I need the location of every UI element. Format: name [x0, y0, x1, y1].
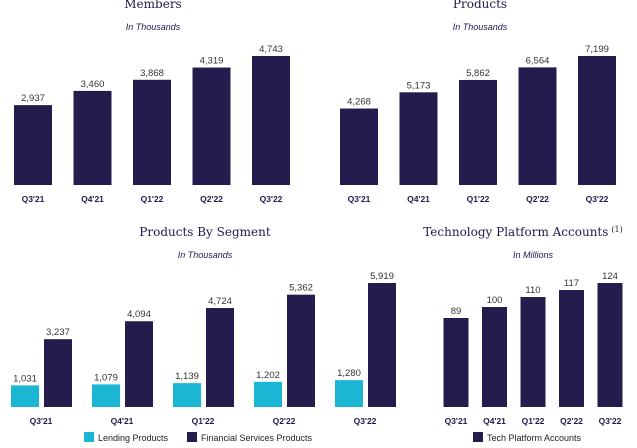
segment-bar-financial-services-products-q4-21	[125, 321, 153, 407]
segment-value-label-lending-products-q2-22: 1,202	[256, 370, 280, 381]
members-value-label-q4-21: 3,460	[81, 79, 105, 90]
segment-bar-financial-services-products-q3-21	[44, 339, 72, 407]
tech-chart-title-text: Technology Platform Accounts	[423, 225, 608, 239]
segment-value-label-financial-services-products-q1-22: 4,724	[208, 296, 232, 307]
tech-category-label-q4-21: Q4'21	[483, 416, 506, 426]
tech-value-label-q3-22: 124	[602, 271, 618, 282]
products-bar-q3-22	[578, 56, 616, 185]
tech-bar-q3-22	[597, 283, 623, 407]
members-category-label-q3-22: Q3'22	[260, 194, 283, 204]
tech-value-label-q2-22: 117	[564, 278, 579, 289]
segment-bar-lending-products-q2-22	[254, 381, 282, 407]
tech-category-label-q2-22: Q2'22	[560, 416, 583, 426]
members-bar-q1-22	[133, 79, 171, 185]
tech-category-label-q3-21: Q3'21	[445, 416, 468, 426]
segment-bar-lending-products-q1-22	[173, 383, 201, 407]
segment-value-label-financial-services-products-q4-21: 4,094	[127, 309, 151, 320]
segment-value-label-lending-products-q3-21: 1,031	[13, 373, 37, 384]
segment-value-label-lending-products-q4-21: 1,079	[94, 372, 118, 383]
tech-bar-q2-22	[559, 290, 584, 407]
members-value-label-q3-21: 2,937	[21, 93, 45, 104]
legend-label-tech-platform: Tech Platform Accounts	[487, 433, 582, 443]
segment-category-label-q3-21: Q3'21	[30, 416, 53, 426]
tech-bar-q4-21	[482, 307, 507, 407]
tech-chart-subtitle: In Millions	[513, 250, 554, 260]
segment-bar-lending-products-q3-21	[11, 385, 39, 407]
members-category-label-q1-22: Q1'22	[141, 194, 164, 204]
members-value-label-q2-22: 4,319	[200, 56, 224, 67]
segment-bar-financial-services-products-q1-22	[206, 308, 234, 407]
tech-chart-title: Technology Platform Accounts (1)	[423, 225, 623, 239]
products-value-label-q1-22: 5,862	[466, 68, 490, 79]
segment-category-label-q2-22: Q2'22	[273, 416, 296, 426]
legend-swatch-tech-platform	[473, 432, 483, 442]
segment-value-label-financial-services-products-q3-22: 5,919	[370, 271, 394, 282]
products-bar-q1-22	[459, 79, 497, 185]
products-category-label-q3-21: Q3'21	[348, 194, 371, 204]
tech-chart-title-footnote: (1)	[611, 225, 622, 234]
members-chart-title: Members	[124, 0, 181, 11]
members-category-label-q4-21: Q4'21	[81, 194, 104, 204]
segment-chart-title: Products By Segment	[139, 225, 271, 239]
tech-bar-q1-22	[520, 297, 546, 407]
members-chart: 2,937 Q3'21 3,460 Q4'21 3,868 Q1'22 4,319 Q2'22…	[14, 44, 290, 204]
legend-swatch-financial-services	[187, 432, 197, 442]
legend-label-financial-services: Financial Services Products	[201, 433, 313, 443]
tech-bar-q3-21	[443, 318, 469, 407]
segment-value-label-financial-services-products-q3-21: 3,237	[46, 327, 70, 338]
tech-category-label-q3-22: Q3'22	[599, 416, 622, 426]
members-bar-q4-21	[73, 90, 112, 185]
legend-label-lending: Lending Products	[98, 433, 169, 443]
members-value-label-q1-22: 3,868	[140, 68, 164, 79]
products-bar-q2-22	[518, 67, 557, 185]
segment-value-label-financial-services-products-q2-22: 5,362	[289, 283, 313, 294]
products-chart: 4,268 Q3'21 5,173 Q4'21 5,862 Q1'22 6,564 Q2'22…	[340, 44, 616, 204]
tech-value-label-q3-21: 89	[451, 306, 462, 317]
products-category-label-q2-22: Q2'22	[526, 194, 549, 204]
products-category-label-q4-21: Q4'21	[407, 194, 430, 204]
products-category-label-q3-22: Q3'22	[586, 194, 609, 204]
products-bar-q3-21	[340, 108, 378, 185]
members-chart-subtitle: In Thousands	[126, 22, 181, 32]
tech-value-label-q1-22: 110	[525, 285, 540, 296]
products-value-label-q2-22: 6,564	[526, 55, 550, 66]
members-bar-q2-22	[192, 67, 231, 185]
products-value-label-q3-21: 4,268	[347, 97, 371, 108]
segment-bar-lending-products-q4-21	[92, 384, 120, 407]
segment-category-label-q1-22: Q1'22	[192, 416, 215, 426]
members-category-label-q3-21: Q3'21	[22, 194, 45, 204]
segment-chart: 1,031 3,237 Q3'21 1,079 4,094 Q4'21 1,139 4,724…	[11, 271, 396, 426]
members-category-label-q2-22: Q2'22	[200, 194, 223, 204]
segment-bar-financial-services-products-q3-22	[368, 283, 396, 407]
members-value-label-q3-22: 4,743	[259, 44, 283, 55]
tech-chart: 89 Q3'21 100 Q4'21 110 Q1'22 117 Q2'22 124 Q3'22	[443, 271, 623, 426]
segment-bar-financial-services-products-q2-22	[287, 294, 315, 407]
products-chart-title: Products	[453, 0, 507, 11]
members-bar-q3-21	[14, 105, 52, 185]
segment-bar-lending-products-q3-22	[335, 380, 363, 407]
segment-value-label-lending-products-q1-22: 1,139	[175, 371, 199, 382]
products-bar-q4-21	[399, 92, 438, 185]
tech-value-label-q4-21: 100	[487, 295, 503, 306]
products-category-label-q1-22: Q1'22	[467, 194, 490, 204]
segment-category-label-q4-21: Q4'21	[111, 416, 134, 426]
products-value-label-q3-22: 7,199	[585, 44, 609, 55]
products-value-label-q4-21: 5,173	[407, 80, 431, 91]
segment-category-label-q3-22: Q3'22	[354, 416, 377, 426]
products-chart-subtitle: In Thousands	[453, 22, 508, 32]
tech-category-label-q1-22: Q1'22	[522, 416, 545, 426]
segment-chart-subtitle: In Thousands	[178, 250, 233, 260]
legend-swatch-lending	[84, 432, 94, 442]
segment-value-label-lending-products-q3-22: 1,280	[337, 368, 361, 379]
members-bar-q3-22	[252, 56, 290, 185]
